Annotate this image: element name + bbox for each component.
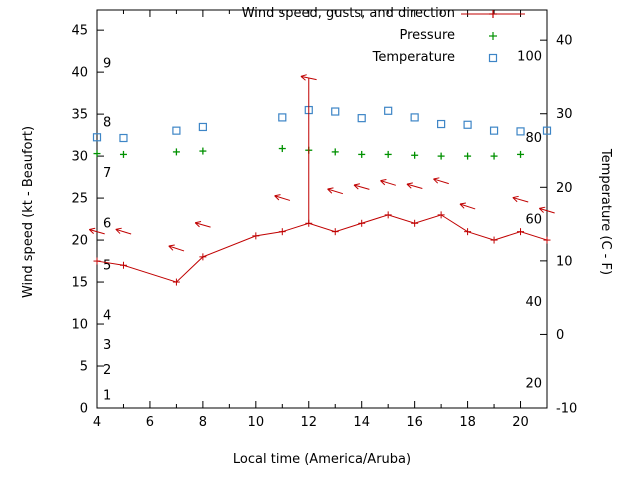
svg-text:100: 100 — [517, 49, 542, 64]
legend-entry-temperature: Temperature — [125, 46, 530, 68]
svg-text:20: 20 — [71, 234, 88, 249]
svg-text:16: 16 — [406, 415, 423, 430]
wind-line-plus-marker-icon — [455, 6, 530, 20]
svg-text:20: 20 — [512, 415, 529, 430]
legend-entry-pressure: Pressure — [125, 24, 530, 46]
svg-text:20: 20 — [525, 377, 542, 392]
svg-text:3: 3 — [103, 338, 111, 353]
svg-text:9: 9 — [103, 57, 111, 72]
chart-legend: Wind speed, gusts, and direction Pressur… — [125, 2, 530, 68]
left-axis-label: Wind speed (kt - Beaufort) — [21, 125, 36, 299]
pressure-plus-marker-icon — [455, 28, 530, 42]
svg-text:40: 40 — [71, 66, 88, 81]
svg-text:6: 6 — [103, 216, 111, 231]
svg-text:2: 2 — [103, 363, 111, 378]
svg-text:12: 12 — [300, 415, 317, 430]
svg-text:7: 7 — [103, 166, 111, 181]
svg-text:40: 40 — [525, 295, 542, 310]
svg-text:4: 4 — [103, 309, 111, 324]
legend-label-pressure: Pressure — [399, 27, 455, 43]
temperature-square-marker-icon — [455, 50, 530, 64]
svg-text:10: 10 — [71, 318, 88, 333]
svg-text:30: 30 — [71, 150, 88, 165]
svg-text:15: 15 — [71, 276, 88, 291]
svg-text:35: 35 — [71, 108, 88, 123]
svg-text:5: 5 — [103, 258, 111, 273]
svg-text:1: 1 — [103, 388, 111, 403]
legend-label-temperature: Temperature — [372, 49, 455, 65]
svg-text:10: 10 — [556, 254, 573, 269]
svg-text:40: 40 — [556, 34, 573, 49]
svg-text:5: 5 — [80, 360, 88, 375]
legend-entry-wind: Wind speed, gusts, and direction — [125, 2, 530, 24]
svg-text:10: 10 — [248, 415, 265, 430]
svg-text:0: 0 — [80, 402, 88, 417]
right-axis-label: Temperature (C - F) — [598, 148, 613, 276]
x-axis-label: Local time (America/Aruba) — [232, 452, 412, 467]
svg-text:20: 20 — [556, 181, 573, 196]
svg-text:0: 0 — [556, 328, 564, 343]
svg-text:8: 8 — [103, 116, 111, 131]
svg-text:25: 25 — [71, 192, 88, 207]
svg-text:45: 45 — [71, 24, 88, 39]
svg-text:6: 6 — [146, 415, 154, 430]
legend-label-wind: Wind speed, gusts, and direction — [241, 5, 455, 21]
svg-text:8: 8 — [199, 415, 207, 430]
svg-text:4: 4 — [93, 415, 101, 430]
svg-text:60: 60 — [525, 213, 542, 228]
svg-text:-10: -10 — [556, 402, 577, 417]
svg-text:80: 80 — [525, 131, 542, 146]
svg-text:14: 14 — [353, 415, 370, 430]
svg-text:18: 18 — [459, 415, 476, 430]
svg-text:30: 30 — [556, 107, 573, 122]
